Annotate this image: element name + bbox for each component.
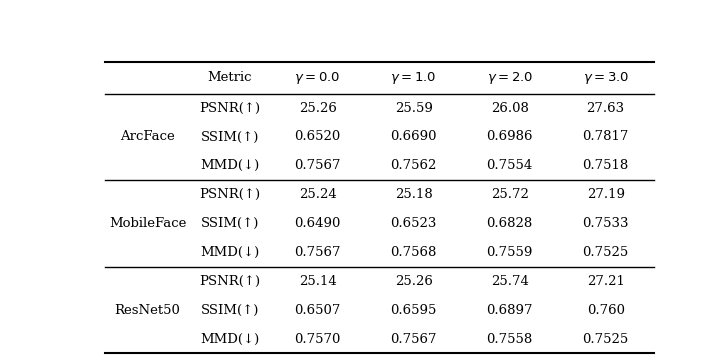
- Text: 25.26: 25.26: [299, 102, 336, 115]
- Text: $\gamma = 1.0$: $\gamma = 1.0$: [391, 70, 437, 86]
- Text: $\gamma = 2.0$: $\gamma = 2.0$: [486, 70, 532, 86]
- Text: 27.21: 27.21: [587, 275, 624, 288]
- Text: MobileFace: MobileFace: [109, 217, 186, 230]
- Text: 0.7817: 0.7817: [583, 131, 629, 144]
- Text: 0.7568: 0.7568: [390, 246, 437, 259]
- Text: PSNR(↑): PSNR(↑): [199, 188, 261, 201]
- Text: 0.6897: 0.6897: [486, 304, 533, 317]
- Text: $\gamma = 3.0$: $\gamma = 3.0$: [583, 70, 629, 86]
- Text: 0.7567: 0.7567: [295, 246, 341, 259]
- Text: 25.59: 25.59: [394, 102, 433, 115]
- Text: 0.7554: 0.7554: [486, 159, 532, 172]
- Text: 0.6595: 0.6595: [390, 304, 437, 317]
- Text: 26.08: 26.08: [491, 102, 529, 115]
- Text: 0.6520: 0.6520: [295, 131, 341, 144]
- Text: SSIM(↑): SSIM(↑): [200, 131, 259, 144]
- Text: 0.7525: 0.7525: [583, 246, 629, 259]
- Text: 25.74: 25.74: [491, 275, 529, 288]
- Text: SSIM(↑): SSIM(↑): [200, 304, 259, 317]
- Text: 25.26: 25.26: [394, 275, 433, 288]
- Text: SSIM(↑): SSIM(↑): [200, 217, 259, 230]
- Text: 0.6828: 0.6828: [486, 217, 532, 230]
- Text: 27.63: 27.63: [587, 102, 624, 115]
- Text: 0.7567: 0.7567: [295, 159, 341, 172]
- Text: 0.6690: 0.6690: [390, 131, 437, 144]
- Text: 25.24: 25.24: [299, 188, 336, 201]
- Text: 27.19: 27.19: [587, 188, 624, 201]
- Text: MMD(↓): MMD(↓): [200, 159, 259, 172]
- Text: MMD(↓): MMD(↓): [200, 246, 259, 259]
- Text: 0.7570: 0.7570: [295, 332, 341, 346]
- Text: 0.7558: 0.7558: [486, 332, 532, 346]
- Text: 25.72: 25.72: [491, 188, 529, 201]
- Text: 0.7567: 0.7567: [390, 332, 437, 346]
- Text: ArcFace: ArcFace: [120, 131, 175, 144]
- Text: PSNR(↑): PSNR(↑): [199, 275, 261, 288]
- Text: MMD(↓): MMD(↓): [200, 332, 259, 346]
- Text: 0.6523: 0.6523: [390, 217, 437, 230]
- Text: $\gamma = 0.0$: $\gamma = 0.0$: [295, 70, 341, 86]
- Text: 25.14: 25.14: [299, 275, 336, 288]
- Text: 25.18: 25.18: [395, 188, 433, 201]
- Text: 0.760: 0.760: [587, 304, 624, 317]
- Text: 0.7518: 0.7518: [583, 159, 629, 172]
- Text: ResNet50: ResNet50: [115, 304, 181, 317]
- Text: 0.7525: 0.7525: [583, 332, 629, 346]
- Text: Metric: Metric: [207, 71, 252, 84]
- Text: 0.7559: 0.7559: [486, 246, 533, 259]
- Text: 0.6986: 0.6986: [486, 131, 533, 144]
- Text: PSNR(↑): PSNR(↑): [199, 102, 261, 115]
- Text: 0.7562: 0.7562: [390, 159, 437, 172]
- Text: 0.6507: 0.6507: [295, 304, 341, 317]
- Text: 0.6490: 0.6490: [295, 217, 341, 230]
- Text: 0.7533: 0.7533: [583, 217, 629, 230]
